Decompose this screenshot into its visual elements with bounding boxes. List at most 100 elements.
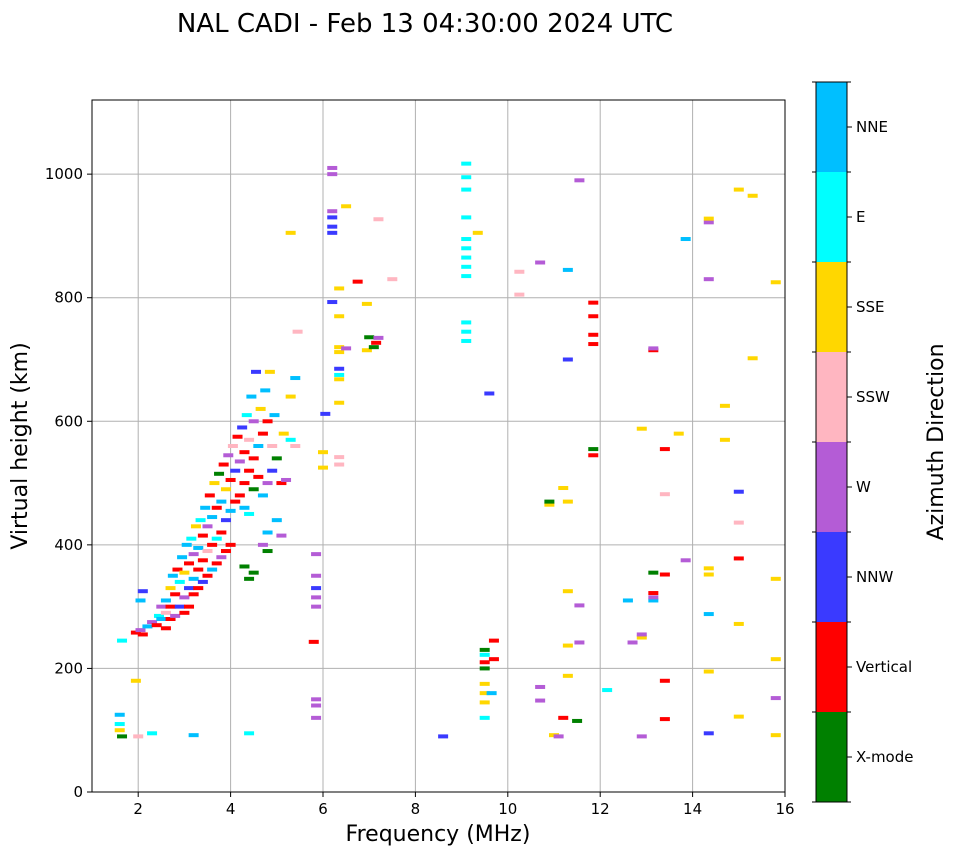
data-point [160,610,171,615]
data-point [262,419,273,424]
data-point [130,630,141,635]
data-point [220,487,231,492]
data-point [165,604,176,609]
data-point [225,542,236,547]
data-point [290,444,301,448]
data-point [188,576,199,581]
data-point [179,595,190,600]
data-point [562,673,573,678]
data-point [200,505,211,510]
data-point [770,733,781,738]
data-point [114,712,125,717]
y-tick-label: 200 [54,659,83,677]
data-point [285,437,296,442]
data-point [216,499,227,504]
data-point [114,728,125,733]
data-point [461,255,472,260]
data-point [197,579,208,584]
data-point [703,612,714,617]
data-point [193,586,204,591]
data-point [179,610,190,615]
data-point [202,524,213,529]
data-point [479,681,490,686]
data-point [461,161,472,166]
data-point [733,489,744,494]
data-point [262,530,273,535]
data-point [220,518,231,523]
colorbar-segment [816,622,847,712]
data-point [553,734,564,739]
data-point [151,623,162,628]
data-points [114,161,781,739]
data-point [334,377,345,382]
data-point [188,552,199,557]
data-point [167,573,178,578]
data-point [251,369,262,374]
colorbar-frame [815,81,848,803]
data-point [479,660,490,665]
data-point [461,246,472,251]
data-point [479,666,490,671]
data-point [230,499,241,504]
data-point [733,556,744,561]
x-tick-label: 6 [318,800,328,818]
data-point [535,698,546,703]
data-point [257,431,268,436]
data-point [195,518,206,523]
x-tick-label: 8 [411,800,421,818]
data-point [770,576,781,581]
data-point [588,300,599,305]
data-point [588,453,599,458]
colorbar-segment [816,442,847,532]
colorbar-segment [816,172,847,262]
data-point [269,413,280,418]
data-point [130,678,141,683]
data-point [260,388,271,393]
y-axis-label: Virtual height (km) [8,342,33,549]
colorbar-label: X-mode [856,748,913,766]
data-point [327,172,338,177]
data-point [135,598,146,603]
data-point [680,558,691,563]
data-point [174,579,185,584]
data-point [114,722,125,727]
data-point [334,286,345,291]
data-point [133,734,144,739]
data-point [461,215,472,220]
data-point [733,187,744,192]
data-point [373,335,384,340]
colorbar-label: NNW [856,568,893,586]
data-point [193,545,204,550]
data-point [211,505,222,510]
data-point [211,536,222,541]
data-point [156,617,167,621]
colorbar-label: NNE [856,118,888,136]
data-point [461,237,472,242]
data-point [648,598,659,603]
data-point [177,555,188,560]
data-point [197,558,208,563]
data-point [461,329,472,334]
data-point [558,715,569,720]
data-point [248,419,259,424]
data-point [117,734,128,739]
data-point [368,345,379,350]
y-tick-label: 600 [54,412,83,430]
data-point [311,604,322,609]
data-point [311,586,322,591]
data-point [535,684,546,689]
data-point [703,669,714,674]
data-point [225,508,236,513]
y-tick-label: 0 [73,783,83,801]
data-point [285,394,296,399]
data-point [142,624,153,629]
x-tick-label: 14 [683,800,702,818]
data-point [184,586,195,591]
colorbar-segment [816,82,847,172]
data-point [262,481,273,486]
data-point [234,493,245,498]
data-point [574,178,585,183]
data-point [562,589,573,594]
data-point [770,696,781,701]
y-tick-label: 800 [54,289,83,307]
